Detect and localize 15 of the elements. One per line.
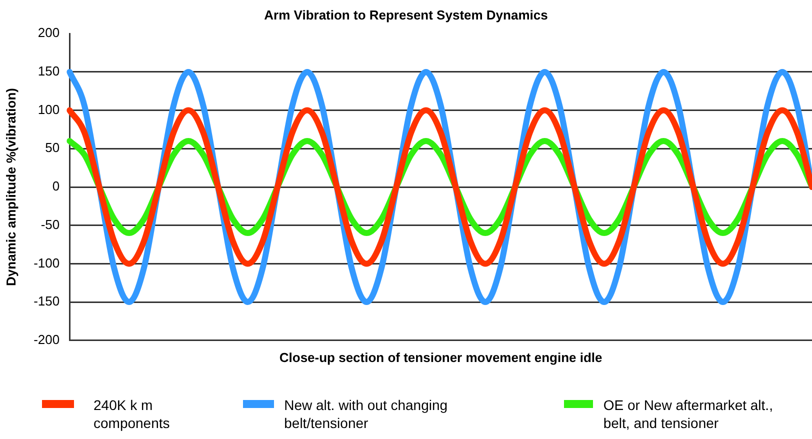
y-tick-label: -100: [34, 255, 60, 270]
x-axis-title: Close-up section of tensioner movement engine idle: [279, 350, 602, 365]
y-tick-label: -200: [34, 332, 60, 347]
y-tick-label: 50: [45, 140, 60, 156]
y-tick-label: 200: [38, 25, 60, 40]
legend-label: 240K k m components: [94, 396, 171, 432]
legend-label: OE or New aftermarket alt., belt, and tensioner: [603, 396, 774, 432]
chart-title: Arm Vibration to Represent System Dynamics: [264, 7, 548, 22]
legend-label: New alt. with out changing belt/tensioner: [284, 396, 449, 432]
y-tick-label: -150: [34, 294, 60, 309]
y-axis-title: Dynamic amplitude %(vibration): [3, 88, 18, 286]
y-tick-label: -50: [40, 216, 60, 232]
y-tick-label: 150: [38, 64, 60, 79]
y-tick-label: 100: [38, 102, 60, 117]
y-tick-label: 0: [52, 178, 60, 194]
